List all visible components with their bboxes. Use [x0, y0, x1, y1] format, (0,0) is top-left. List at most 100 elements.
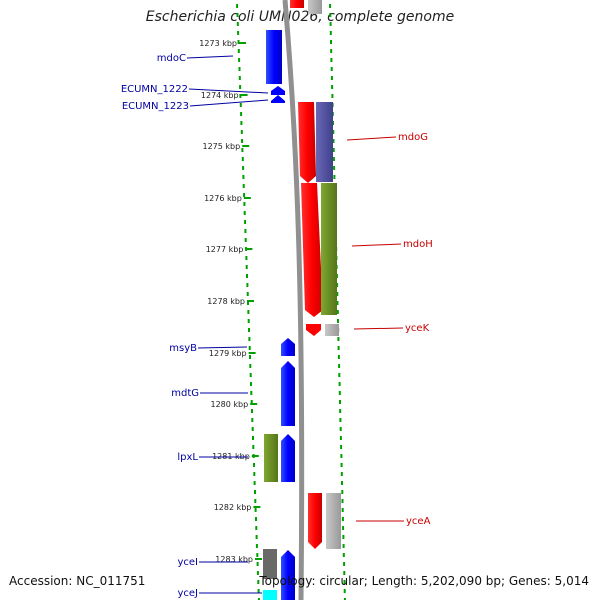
tick-label: 1280 kbp — [210, 400, 248, 409]
tick-label: 1273 kbp — [199, 39, 237, 48]
arc-dot — [343, 562, 346, 566]
arc-dot — [238, 58, 241, 62]
gene-feature — [316, 102, 333, 182]
arc-dot — [249, 373, 252, 377]
arc-dot — [240, 121, 243, 125]
arc-dot — [247, 310, 250, 314]
arc-dot — [255, 517, 257, 521]
arc-dot — [246, 283, 249, 287]
gene-features — [263, 0, 341, 600]
arc-dot — [236, 4, 239, 8]
tick-label: 1276 kbp — [204, 194, 242, 203]
arc-dot — [243, 211, 246, 215]
gene-labels: mdoC ECUMN_1222 ECUMN_1223 msyB mdtG lpxL yceI… — [121, 53, 433, 599]
arc-dot — [253, 472, 256, 476]
arc-dot — [257, 598, 260, 600]
arc-dot — [256, 571, 259, 575]
label-leader — [197, 346, 248, 349]
gene-label-mdog: mdoG — [398, 132, 428, 143]
arc-dot — [242, 166, 245, 170]
arc-dot — [239, 85, 242, 89]
gene-feature — [306, 324, 321, 336]
arc-dot — [330, 40, 332, 44]
gene-label-lpxl: lpxL — [177, 452, 198, 463]
arc-dot — [237, 40, 240, 44]
arc-dot — [247, 301, 249, 305]
arc-dot — [339, 418, 342, 422]
gene-feature — [263, 549, 277, 579]
arc-dot — [330, 67, 333, 71]
arc-dot — [236, 13, 239, 17]
accession-text: Accession: NC_011751 — [9, 574, 146, 588]
arc-dot — [338, 364, 341, 368]
gene-feature — [298, 102, 316, 183]
arc-dot — [342, 535, 345, 539]
arc-dot — [341, 490, 344, 494]
gene-feature — [290, 0, 304, 8]
arc-dot — [332, 148, 335, 152]
gene-feature — [271, 95, 285, 103]
arc-dot — [257, 580, 260, 584]
arc-dot — [250, 400, 253, 404]
arc-dot — [256, 553, 259, 557]
arc-dot — [248, 328, 250, 332]
gene-label-ycea: yceA — [406, 516, 431, 527]
arc-dot — [244, 229, 247, 233]
arc-dot — [329, 4, 332, 8]
arc-dot — [339, 436, 342, 440]
label-leaders — [186, 55, 404, 594]
arc-dot — [340, 454, 343, 458]
arc-dot — [329, 31, 332, 35]
arc-dot — [240, 112, 243, 116]
arc-dot — [343, 571, 346, 575]
arc-dot — [237, 31, 240, 35]
gene-feature — [326, 493, 341, 549]
arc-dot — [251, 427, 254, 431]
arc-dot — [336, 310, 339, 314]
arc-dot — [256, 562, 259, 566]
arc-dot — [249, 364, 252, 368]
arc-dot — [329, 22, 332, 26]
arc-dot — [331, 85, 334, 89]
tick-label: 1279 kbp — [209, 349, 247, 358]
gene-label-ycej: yceJ — [177, 588, 198, 599]
arc-dot — [244, 238, 247, 242]
gene-label-ycek: yceK — [405, 323, 430, 334]
arc-dot — [342, 526, 345, 530]
arc-dot — [333, 175, 336, 179]
tick-label: 1277 kbp — [206, 245, 244, 254]
gene-feature — [281, 338, 295, 356]
arc-dot — [341, 508, 344, 512]
arc-dot — [337, 346, 340, 350]
arc-dot — [247, 319, 250, 323]
gene-feature — [308, 493, 322, 549]
arc-dot — [251, 418, 254, 422]
gene-feature — [271, 86, 285, 95]
arc-dot — [337, 319, 339, 323]
arc-dot — [341, 517, 344, 521]
arc-dot — [336, 292, 339, 296]
arc-dot — [236, 22, 239, 26]
arc-dot — [242, 175, 245, 179]
arc-dot — [253, 481, 256, 485]
arc-dot — [332, 139, 335, 143]
arc-dot — [339, 400, 341, 404]
arc-dot — [337, 355, 340, 359]
gene-feature — [321, 183, 337, 315]
arc-dot — [250, 382, 252, 386]
arc-dot — [246, 292, 249, 296]
arc-dot — [240, 130, 243, 134]
arc-dot — [329, 13, 332, 17]
arc-dot — [249, 355, 251, 359]
gene-feature — [263, 590, 277, 600]
arc-dot — [339, 409, 342, 413]
arc-dot — [252, 436, 254, 440]
arc-dot — [255, 526, 258, 530]
genome-backbone — [282, 0, 305, 600]
arc-dot — [333, 166, 336, 170]
tick-label: 1274 kbp — [201, 91, 239, 100]
arc-dot — [239, 94, 242, 98]
arc-dot — [248, 337, 251, 341]
arc-dot — [255, 544, 258, 548]
